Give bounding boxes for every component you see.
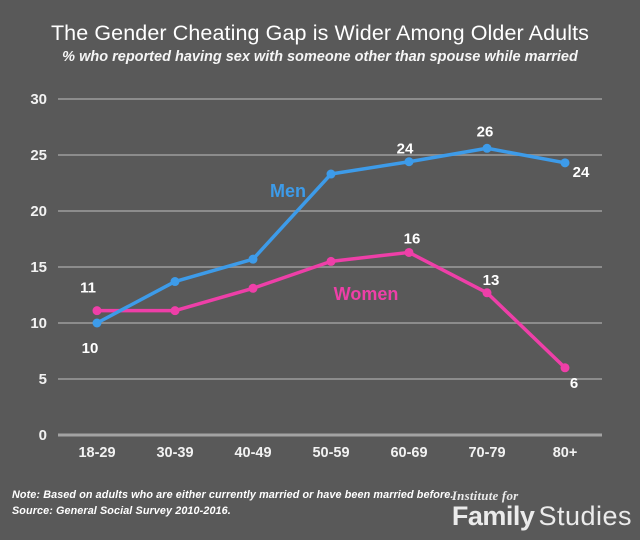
women-value-label-80+: 6: [570, 375, 578, 392]
women-point-30-39: [170, 306, 180, 316]
men-point-70-79: [482, 143, 492, 153]
women-value-label-60-69: 16: [404, 230, 421, 247]
women-point-50-59: [326, 256, 336, 266]
ifs-logo: Institute for Family Studies: [452, 489, 632, 530]
men-point-60-69: [404, 157, 414, 167]
women-point-18-29: [92, 306, 102, 316]
logo-family-studies: Family Studies: [452, 503, 632, 530]
logo-institute-for: Institute for: [451, 488, 519, 503]
y-tick-5: 5: [39, 371, 47, 388]
women-point-80+: [560, 363, 570, 373]
y-tick-10: 10: [30, 315, 47, 332]
men-point-50-59: [326, 169, 336, 179]
chart-subtitle: % who reported having sex with someone o…: [62, 49, 578, 65]
source-text: Source: General Social Survey 2010-2016.: [12, 504, 231, 517]
note-text: Note: Based on adults who are either cur…: [12, 489, 454, 501]
men-point-18-29: [92, 318, 102, 328]
x-tick-30-39: 30-39: [156, 445, 193, 461]
women-value-label-18-29: 11: [80, 280, 96, 297]
men-point-40-49: [248, 254, 258, 264]
logo-word-family: Family: [451, 501, 535, 531]
women-series-label: Women: [334, 284, 399, 304]
chart-title: The Gender Cheating Gap is Wider Among O…: [50, 21, 590, 45]
x-tick-18-29: 18-29: [78, 445, 115, 461]
men-value-label-18-29: 10: [82, 340, 99, 357]
men-point-80+: [560, 158, 570, 168]
women-line: [95, 250, 567, 370]
men-point-30-39: [170, 277, 180, 287]
y-tick-0: 0: [39, 427, 47, 444]
x-tick-60-69: 60-69: [390, 445, 427, 461]
men-value-label-60-69: 24: [397, 141, 414, 158]
y-tick-20: 20: [30, 203, 47, 220]
men-value-label-70-79: 26: [477, 123, 494, 140]
x-tick-80+: 80+: [553, 445, 578, 461]
y-tick-25: 25: [30, 147, 47, 164]
x-tick-40-49: 40-49: [234, 445, 271, 461]
x-tick-50-59: 50-59: [312, 445, 349, 461]
y-tick-15: 15: [30, 259, 47, 276]
logo-word-studies: Studies: [538, 501, 632, 531]
women-point-40-49: [248, 283, 258, 293]
footnote-block: Note: Based on adults who are either cur…: [12, 488, 454, 519]
women-point-70-79: [482, 288, 492, 298]
women-value-label-70-79: 13: [483, 272, 500, 289]
y-tick-30: 30: [30, 91, 47, 108]
x-tick-70-79: 70-79: [468, 445, 505, 461]
men-value-label-80+: 24: [573, 164, 590, 181]
women-point-60-69: [404, 247, 414, 257]
men-series-label: Men: [270, 181, 306, 201]
